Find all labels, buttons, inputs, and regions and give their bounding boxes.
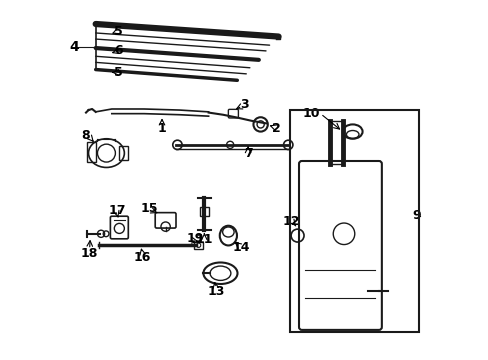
Text: 4: 4 <box>69 40 79 54</box>
Bar <box>86 142 96 162</box>
Bar <box>290 110 418 332</box>
Text: 11: 11 <box>195 233 213 246</box>
Text: 10: 10 <box>302 107 319 120</box>
Text: 7: 7 <box>243 147 252 159</box>
Text: 9: 9 <box>411 210 420 222</box>
Text: 14: 14 <box>232 241 249 254</box>
Text: 5: 5 <box>114 25 122 38</box>
Text: 15: 15 <box>141 202 158 215</box>
Bar <box>194 242 203 249</box>
Bar <box>119 146 128 160</box>
Text: 5: 5 <box>114 66 122 79</box>
Text: 2: 2 <box>272 122 281 135</box>
Text: 17: 17 <box>108 204 126 217</box>
Text: 16: 16 <box>133 251 151 264</box>
Text: 18: 18 <box>81 247 98 260</box>
Text: 8: 8 <box>81 129 90 142</box>
Text: 3: 3 <box>240 98 248 111</box>
Text: 19: 19 <box>186 231 203 244</box>
Bar <box>200 207 208 216</box>
Text: 13: 13 <box>207 285 224 298</box>
Text: 6: 6 <box>114 44 122 57</box>
Text: 1: 1 <box>157 122 166 135</box>
Text: 12: 12 <box>282 215 299 228</box>
